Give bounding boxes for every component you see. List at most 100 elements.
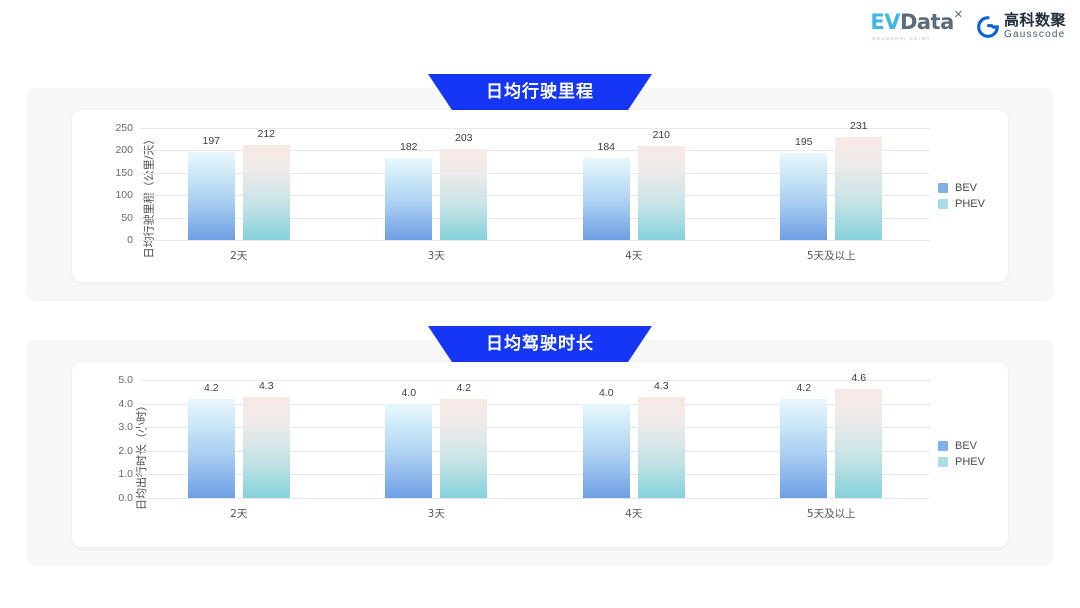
legend-label: BEV [955,440,978,452]
gausscode-g-icon [977,15,999,38]
bar-value-label: 4.3 [653,379,669,392]
y-axis-tick-label: 1.0 [118,468,133,481]
chart-card-daily-driving-time: 日均出行时长（小时） 0.0 1.0 2.0 3.0 4.0 5.0 4.2 4.3 2天 4.0 4… [72,362,1008,547]
bars-layer-daily-driving-time: 4.2 4.3 2天 4.0 4.2 3天 4.0 4.3 4天 4.2 4.6 5天及以上 [140,372,931,520]
bar-group: 182 203 3天 [338,128,536,262]
bar-bev[interactable]: 184 [582,141,630,240]
bar-group: 197 212 2天 [140,128,338,262]
legend-label: BEV [955,182,978,194]
bar-value-label: 4.6 [851,372,867,385]
chart-section-daily-driving-time: 日均驾驶时长 日均出行时长（小时） 0.0 1.0 2.0 3.0 4.0 5.0 4.2 4.… [26,326,1054,566]
bar-value-label: 210 [652,128,671,141]
plot-area-daily-driving-time: 日均出行时长（小时） 0.0 1.0 2.0 3.0 4.0 5.0 4.2 4.3 2天 4.0 4… [72,362,1008,547]
evdata-logo-wordmark: EV Data ✕ [870,9,963,34]
legend-swatch-icon [938,441,948,451]
gridline [140,380,930,381]
bar-phev[interactable]: 4.3 [637,380,685,498]
legend-daily-mileage: BEV PHEV [938,182,985,210]
gausscode-logo-text: 高科数聚 Gausscode [1004,13,1066,40]
bar-phev[interactable]: 4.6 [835,372,883,498]
bar-bev[interactable]: 195 [780,136,828,240]
gausscode-logo-cn: 高科数聚 [1003,11,1066,29]
bar-bev[interactable]: 4.2 [187,382,235,498]
gridline [140,450,930,452]
bar-bev[interactable]: 4.0 [385,387,433,498]
gridline [140,195,930,197]
legend-daily-driving-time: BEV PHEV [938,440,985,468]
x-axis-tick-label: 5天及以上 [806,508,856,520]
x-axis-tick-label: 5天及以上 [806,250,856,262]
bar-bev[interactable]: 4.2 [780,382,828,498]
banner-wrap-0: 日均行驶里程 [26,74,1054,111]
gausscode-logo-en: Gausscode [1003,29,1066,40]
legend-item-bev[interactable]: BEV [938,440,985,452]
y-axis-tick-label: 2.0 [118,444,133,457]
bar-value-label: 4.3 [258,379,274,392]
bar-value-label: 195 [794,135,813,148]
gridline [140,240,930,241]
bar-value-label: 212 [257,128,276,141]
section-banner-daily-driving-time: 日均驾驶时长 [428,326,652,363]
bar-phev[interactable]: 212 [242,128,290,240]
evdata-logo-subtitle: SHANGHAI CHINA [872,36,931,41]
section-banner-title-0: 日均行驶里程 [486,82,594,102]
bar-value-label: 184 [597,140,616,153]
y-axis-tick-label: 0 [127,234,133,246]
gridline [140,172,930,174]
section-banner-title-1: 日均驾驶时长 [486,334,594,354]
bar-group: 4.0 4.3 4天 [535,380,733,520]
y-axis-tick-label: 100 [115,189,133,202]
bar-group: 4.0 4.2 3天 [338,380,536,520]
legend-label: PHEV [955,198,985,210]
grid-daily-mileage: 0 50 100 150 200 250 [115,122,930,246]
y-axis-tick-label: 5.0 [118,374,133,386]
y-axis-tick-label: 200 [115,144,133,157]
y-axis-tick-label: 0.0 [118,492,133,504]
bar-value-label: 197 [202,134,221,147]
y-axis-tick-label: 250 [115,122,133,134]
gridline [140,128,930,129]
legend-item-phev[interactable]: PHEV [938,198,985,210]
bar-value-label: 182 [399,141,418,154]
x-axis-tick-label: 4天 [625,508,643,520]
evdata-logo: EV Data ✕ SHANGHAI CHINA [870,9,963,41]
gridline [140,474,930,476]
evdata-logo-data-text: Data [899,10,954,34]
bar-phev[interactable]: 4.2 [440,382,488,498]
y-axis-tick-label: 150 [115,166,133,179]
bar-phev[interactable]: 231 [835,120,883,240]
x-axis-tick-label: 2天 [230,250,248,262]
chart-section-daily-mileage: 日均行驶里程 日均行驶里程（公里/天）050100150200250197212… [26,74,1054,301]
bar-phev[interactable]: 210 [637,129,685,240]
chart-card-daily-mileage: 日均行驶里程（公里/天）0501001502002501972122天18220… [72,110,1008,282]
bar-value-label: 203 [454,132,473,145]
bar-group: 4.2 4.3 2天 [140,380,338,520]
bar-value-label: 4.2 [796,381,812,394]
x-mark-icon: ✕ [953,9,963,21]
bar-value-label: 4.2 [456,381,472,394]
evdata-logo-ev-text: EV [870,10,900,34]
y-axis-tick-label: 3.0 [118,421,133,434]
legend-item-bev[interactable]: BEV [938,182,985,194]
bar-phev[interactable]: 203 [440,132,488,240]
gridline [140,427,930,429]
bar-value-label: 4.0 [401,386,417,399]
gridline [140,150,930,152]
gausscode-logo: 高科数聚 Gausscode [977,13,1066,40]
header-logos: EV Data ✕ SHANGHAI CHINA 高科数聚 Gausscode [870,9,1066,41]
legend-swatch-icon [938,457,948,467]
bar-group: 4.2 4.6 5天及以上 [733,372,931,520]
bar-bev[interactable]: 197 [187,135,235,240]
bar-bev[interactable]: 4.0 [582,387,630,498]
plot-area-daily-mileage: 日均行驶里程（公里/天）0501001502002501972122天18220… [72,110,1008,282]
bar-group: 184 210 4天 [535,128,733,262]
x-axis-tick-label: 3天 [427,250,445,262]
x-axis-tick-label: 3天 [427,508,445,520]
legend-item-phev[interactable]: PHEV [938,456,985,468]
bar-bev[interactable]: 182 [385,141,433,240]
bar-value-label: 4.2 [203,381,219,394]
bar-value-label: 4.0 [598,386,614,399]
bar-phev[interactable]: 4.3 [242,380,290,498]
gridline [140,498,930,499]
